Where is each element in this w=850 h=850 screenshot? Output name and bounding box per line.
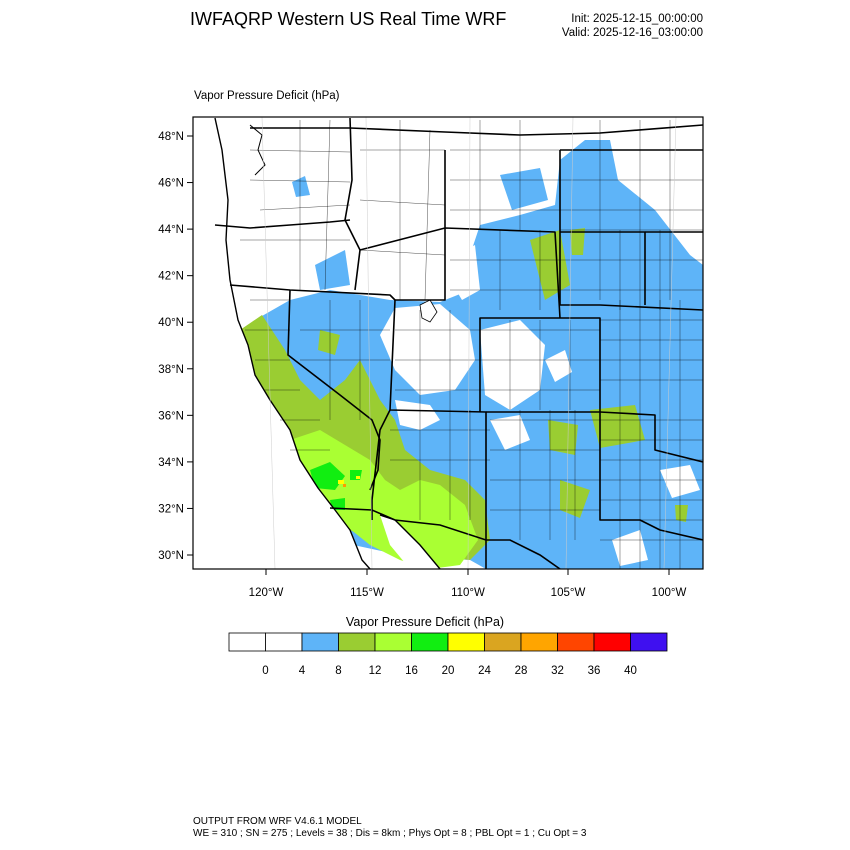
lon-label: 110°W — [451, 587, 485, 599]
colorbar-labels: 0 4 8 12 16 20 24 28 32 36 40 — [262, 665, 637, 677]
lat-label: 40°N — [158, 317, 184, 329]
colorbar-swatch — [265, 632, 303, 652]
coastline — [214, 117, 371, 569]
colorbar-label: 20 — [442, 665, 455, 677]
state-boundaries — [214, 117, 703, 569]
colorbar-label: 40 — [624, 665, 637, 677]
colorbar-swatch — [301, 632, 339, 652]
vpd-green-patches — [310, 462, 362, 510]
colorbar-label: 24 — [478, 665, 491, 677]
lat-label: 30°N — [158, 550, 184, 562]
lon-label: 120°W — [249, 587, 284, 599]
colorbar-swatch — [630, 632, 668, 652]
footer-model-line: OUTPUT FROM WRF V4.6.1 MODEL — [193, 816, 362, 827]
pacific-ocean — [193, 117, 370, 569]
colorbar-swatch — [411, 632, 449, 652]
colorbar-swatch — [557, 632, 595, 652]
baja-coast — [379, 514, 441, 569]
gulf-of-california — [380, 515, 440, 569]
longitude-axis: 120°W 115°W 110°W 105°W 100°W — [249, 569, 687, 599]
lon-label: 105°W — [551, 587, 586, 599]
lat-label: 34°N — [158, 457, 184, 469]
mexico-border — [329, 507, 561, 569]
colorbar-swatch — [228, 632, 266, 652]
vpd-hot-spots — [338, 476, 360, 487]
valid-time: Valid: 2025-12-16_03:00:00 — [561, 27, 703, 39]
colorbar-label: 12 — [369, 665, 382, 677]
colorbar-swatch — [593, 632, 631, 652]
map-panel — [193, 117, 703, 569]
colorbar — [228, 632, 668, 652]
colorbar-label: 16 — [405, 665, 418, 677]
colorbar-swatch — [520, 632, 558, 652]
colorbar-swatch — [338, 632, 376, 652]
colorbar-swatch — [484, 632, 522, 652]
lat-label: 46°N — [158, 178, 184, 190]
colorbar-label: 36 — [588, 665, 601, 677]
graticule — [261, 117, 677, 569]
colorbar-label: 28 — [515, 665, 528, 677]
init-time: Init: 2025-12-15_00:00:00 — [571, 13, 703, 25]
lat-label: 42°N — [158, 271, 184, 283]
latitude-axis: 30°N 32°N 34°N 36°N 38°N 40°N 42°N 44°N 46°N 48°N — [158, 131, 193, 562]
lat-label: 36°N — [158, 410, 184, 422]
lat-label: 38°N — [158, 364, 184, 376]
plot-title: IWFAQRP Western US Real Time WRF — [190, 9, 507, 29]
colorbar-label: 0 — [262, 665, 268, 677]
lat-label: 48°N — [158, 131, 184, 143]
footer-config-line: WE = 310 ; SN = 275 ; Levels = 38 ; Dis … — [193, 828, 587, 839]
lon-label: 100°W — [652, 587, 687, 599]
colorbar-swatch — [447, 632, 485, 652]
colorbar-swatch — [374, 632, 412, 652]
canada-border — [250, 124, 703, 136]
lat-label: 32°N — [158, 503, 184, 515]
colorbar-title: Vapor Pressure Deficit (hPa) — [345, 615, 505, 629]
lat-label: 44°N — [158, 224, 184, 236]
county-boundaries — [240, 119, 703, 569]
colorbar-label: 4 — [299, 665, 306, 677]
puget-sound — [249, 124, 266, 176]
map-frame — [192, 116, 704, 570]
colorbar-label: 32 — [551, 665, 564, 677]
colorbar-label: 8 — [335, 665, 341, 677]
great-salt-lake — [419, 299, 438, 323]
lon-label: 115°W — [350, 587, 384, 599]
field-label: Vapor Pressure Deficit (hPa) — [194, 90, 340, 102]
